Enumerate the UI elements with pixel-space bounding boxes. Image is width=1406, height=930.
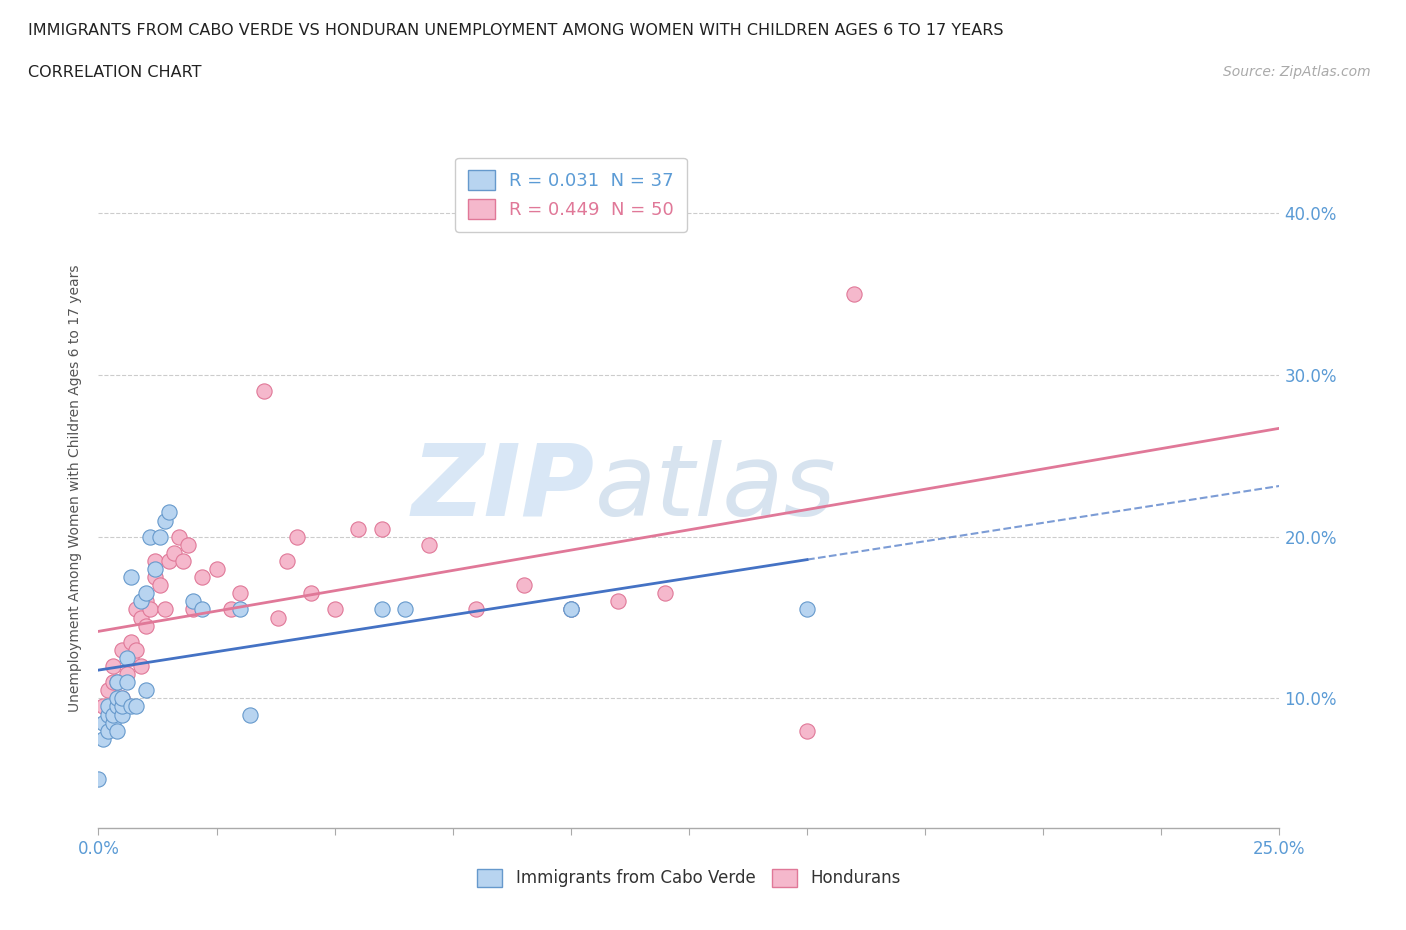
Immigrants from Cabo Verde	[239, 707, 262, 722]
Hondurans	[129, 658, 152, 673]
Hondurans	[323, 602, 346, 617]
Hondurans	[285, 529, 308, 544]
Immigrants from Cabo Verde	[796, 602, 818, 617]
Hondurans	[654, 586, 676, 601]
Immigrants from Cabo Verde	[149, 529, 172, 544]
Hondurans	[219, 602, 242, 617]
Immigrants from Cabo Verde	[91, 731, 114, 746]
Hondurans	[105, 675, 128, 690]
Immigrants from Cabo Verde	[191, 602, 214, 617]
Immigrants from Cabo Verde	[394, 602, 416, 617]
Hondurans	[125, 643, 148, 658]
Immigrants from Cabo Verde	[560, 602, 582, 617]
Text: CORRELATION CHART: CORRELATION CHART	[28, 65, 201, 80]
Hondurans	[111, 691, 134, 706]
Hondurans	[139, 602, 162, 617]
Immigrants from Cabo Verde	[143, 562, 166, 577]
Immigrants from Cabo Verde	[560, 602, 582, 617]
Immigrants from Cabo Verde	[105, 691, 128, 706]
Immigrants from Cabo Verde	[125, 699, 148, 714]
Hondurans	[143, 570, 166, 585]
Immigrants from Cabo Verde	[101, 715, 124, 730]
Hondurans	[153, 602, 176, 617]
Immigrants from Cabo Verde	[229, 602, 252, 617]
Immigrants from Cabo Verde	[105, 699, 128, 714]
Immigrants from Cabo Verde	[115, 675, 138, 690]
Hondurans	[101, 675, 124, 690]
Immigrants from Cabo Verde	[371, 602, 394, 617]
Immigrants from Cabo Verde	[135, 586, 157, 601]
Immigrants from Cabo Verde	[105, 675, 128, 690]
Text: Source: ZipAtlas.com: Source: ZipAtlas.com	[1223, 65, 1371, 79]
Hondurans	[121, 634, 143, 649]
Hondurans	[101, 658, 124, 673]
Hondurans	[91, 699, 114, 714]
Hondurans	[181, 602, 204, 617]
Immigrants from Cabo Verde	[97, 724, 120, 738]
Immigrants from Cabo Verde	[115, 651, 138, 666]
Hondurans	[371, 521, 394, 536]
Hondurans	[135, 594, 157, 609]
Immigrants from Cabo Verde	[181, 594, 204, 609]
Immigrants from Cabo Verde	[97, 699, 120, 714]
Hondurans	[512, 578, 534, 592]
Immigrants from Cabo Verde	[135, 683, 157, 698]
Text: atlas: atlas	[595, 440, 837, 537]
Legend: Immigrants from Cabo Verde, Hondurans: Immigrants from Cabo Verde, Hondurans	[471, 862, 907, 894]
Immigrants from Cabo Verde	[153, 513, 176, 528]
Y-axis label: Unemployment Among Women with Children Ages 6 to 17 years: Unemployment Among Women with Children A…	[69, 264, 83, 712]
Hondurans	[129, 610, 152, 625]
Hondurans	[125, 602, 148, 617]
Hondurans	[465, 602, 488, 617]
Hondurans	[607, 594, 630, 609]
Hondurans	[560, 602, 582, 617]
Hondurans	[115, 699, 138, 714]
Immigrants from Cabo Verde	[101, 707, 124, 722]
Immigrants from Cabo Verde	[157, 505, 180, 520]
Hondurans	[97, 715, 120, 730]
Hondurans	[267, 610, 290, 625]
Hondurans	[347, 521, 370, 536]
Hondurans	[157, 553, 180, 568]
Hondurans	[97, 683, 120, 698]
Hondurans	[229, 586, 252, 601]
Hondurans	[105, 699, 128, 714]
Hondurans	[121, 651, 143, 666]
Hondurans	[143, 553, 166, 568]
Hondurans	[253, 384, 276, 399]
Hondurans	[135, 618, 157, 633]
Hondurans	[115, 667, 138, 682]
Hondurans	[276, 553, 298, 568]
Hondurans	[844, 286, 866, 301]
Immigrants from Cabo Verde	[111, 691, 134, 706]
Immigrants from Cabo Verde	[121, 570, 143, 585]
Hondurans	[796, 724, 818, 738]
Hondurans	[205, 562, 228, 577]
Immigrants from Cabo Verde	[97, 707, 120, 722]
Text: ZIP: ZIP	[412, 440, 595, 537]
Immigrants from Cabo Verde	[111, 699, 134, 714]
Immigrants from Cabo Verde	[139, 529, 162, 544]
Hondurans	[172, 553, 194, 568]
Immigrants from Cabo Verde	[121, 699, 143, 714]
Immigrants from Cabo Verde	[87, 772, 110, 787]
Hondurans	[299, 586, 322, 601]
Hondurans	[111, 643, 134, 658]
Hondurans	[418, 538, 440, 552]
Text: IMMIGRANTS FROM CABO VERDE VS HONDURAN UNEMPLOYMENT AMONG WOMEN WITH CHILDREN AG: IMMIGRANTS FROM CABO VERDE VS HONDURAN U…	[28, 23, 1004, 38]
Hondurans	[191, 570, 214, 585]
Immigrants from Cabo Verde	[91, 715, 114, 730]
Immigrants from Cabo Verde	[129, 594, 152, 609]
Hondurans	[163, 546, 186, 561]
Immigrants from Cabo Verde	[105, 724, 128, 738]
Immigrants from Cabo Verde	[111, 707, 134, 722]
Hondurans	[167, 529, 190, 544]
Hondurans	[149, 578, 172, 592]
Hondurans	[177, 538, 200, 552]
